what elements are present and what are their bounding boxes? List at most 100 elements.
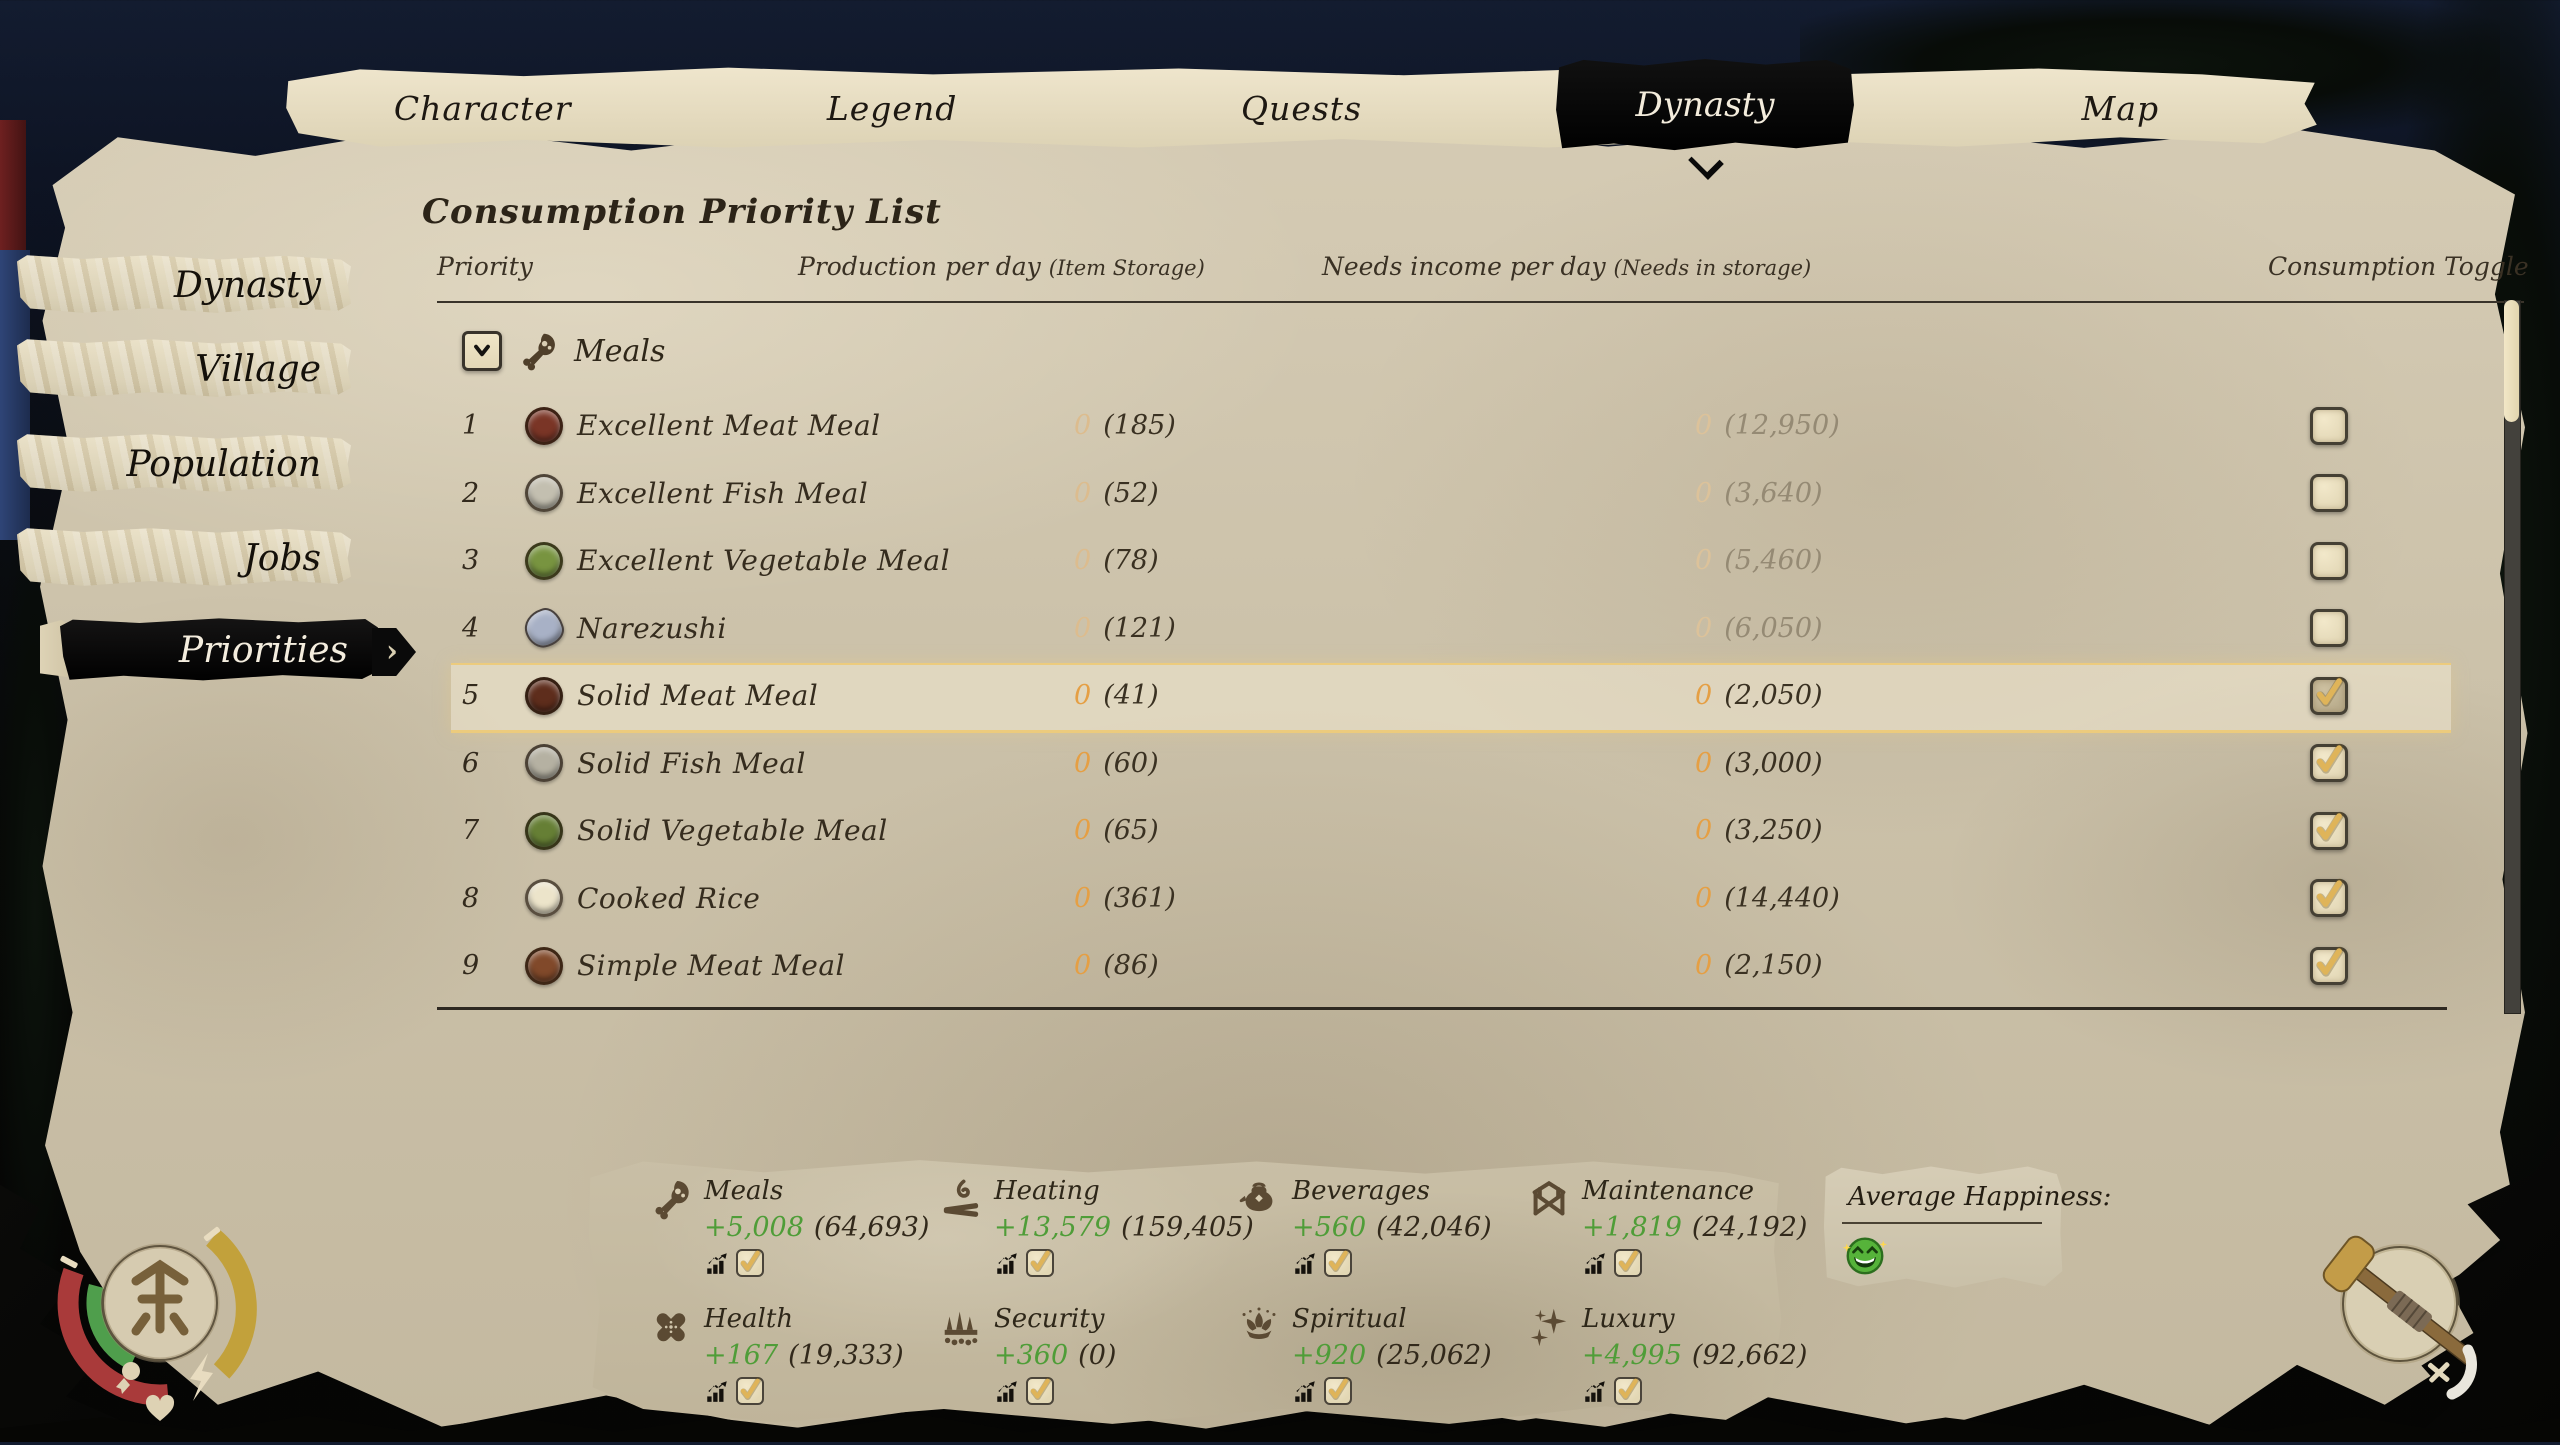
priority-number: 8 <box>462 882 480 914</box>
priority-number: 9 <box>462 950 480 982</box>
happiness-divider <box>1842 1222 2042 1224</box>
needs-value: 0 (3,000) <box>1695 747 1823 779</box>
table-row-5-selected[interactable]: 5 Solid Meat Meal 0 (41) 0 (2,050) <box>437 662 2527 733</box>
stat-storage: (159,405) <box>1121 1212 1254 1243</box>
consumption-checkbox[interactable] <box>2310 879 2348 918</box>
sidebar-item-priorities[interactable]: Priorities <box>60 618 378 681</box>
trend-chart-icon <box>704 1378 730 1404</box>
top-tab-bar: Character Legend Quests Map <box>286 67 2317 148</box>
consumption-checkbox[interactable] <box>2310 406 2348 445</box>
consumption-checkbox[interactable] <box>2310 812 2348 850</box>
scrollbar-thumb[interactable] <box>2504 300 2519 422</box>
stat-toggle-checkbox[interactable] <box>1324 1249 1352 1277</box>
table-row-3[interactable]: 3 Excellent Vegetable Meal 0 (78) 0 (5,460… <box>437 527 2527 595</box>
trend-chart-icon <box>994 1378 1020 1404</box>
stat-income: +13,579 <box>994 1212 1112 1243</box>
needs-value: 0 (2,150) <box>1695 950 1823 982</box>
priority-number: 7 <box>462 815 480 847</box>
item-icon-cooked-rice <box>525 865 563 933</box>
consumption-checkbox[interactable] <box>2310 609 2348 648</box>
production-value: 0 (41) <box>1074 680 1159 712</box>
priority-list: 1 Excellent Meat Meal 0 (185) 0 (12,950) 2… <box>437 392 2527 1000</box>
sidebar-item-village[interactable]: Village <box>17 339 351 397</box>
priority-number: 4 <box>462 612 480 644</box>
stat-toggle-checkbox[interactable] <box>1324 1377 1352 1405</box>
stat-label: Beverages <box>1292 1176 1430 1206</box>
dynasty-crest-hud[interactable] <box>10 1225 310 1445</box>
tab-legend[interactable]: Legend <box>826 88 958 128</box>
priority-number: 1 <box>462 410 480 442</box>
sidebar-item-dynasty[interactable]: Dynasty <box>17 255 351 313</box>
table-row-2[interactable]: 2 Excellent Fish Meal 0 (52) 0 (3,640) <box>437 460 2527 528</box>
stat-income: +5,008 <box>704 1212 804 1243</box>
meat-leg-icon <box>648 1176 694 1222</box>
consumption-checkbox[interactable] <box>2310 474 2348 513</box>
item-icon-solid-meat-meal <box>525 662 563 730</box>
priority-number: 6 <box>462 747 480 779</box>
stat-storage: (25,062) <box>1376 1340 1492 1371</box>
health-heart-icon <box>145 1394 175 1421</box>
stat-toggle-checkbox[interactable] <box>1614 1249 1642 1277</box>
item-icon-excellent-vegetable-meal <box>525 527 563 595</box>
list-bottom-divider <box>437 1007 2447 1010</box>
production-header-label: Production per day <box>798 252 1041 281</box>
collapse-group-button[interactable] <box>462 331 502 371</box>
consumption-checkbox[interactable] <box>2310 541 2348 580</box>
happiness-emoji-icon <box>1842 1237 1888 1275</box>
stat-income: +560 <box>1292 1212 1367 1243</box>
table-row-8[interactable]: 8 Cooked Rice 0 (361) 0 (14,440) <box>437 865 2527 933</box>
needs-value: 0 (5,460) <box>1695 545 1823 577</box>
crest-glyph-icon <box>131 1259 189 1336</box>
group-row-meals: Meals <box>437 322 1637 380</box>
sidebar-item-jobs[interactable]: Jobs <box>17 528 351 586</box>
priority-number: 3 <box>462 545 480 577</box>
campfire-icon <box>938 1176 984 1222</box>
trend-chart-icon <box>1292 1250 1318 1276</box>
column-header-production: Production per day (Item Storage) <box>798 252 1205 281</box>
item-icon-solid-fish-meal <box>525 730 563 798</box>
item-icon-excellent-meat-meal <box>525 392 563 460</box>
stat-income: +360 <box>994 1340 1069 1371</box>
stat-toggle-checkbox[interactable] <box>1614 1377 1642 1405</box>
table-row-1[interactable]: 1 Excellent Meat Meal 0 (185) 0 (12,950) <box>437 392 2527 460</box>
consumption-checkbox[interactable] <box>2310 947 2348 985</box>
column-header-toggle: Consumption Toggle <box>2268 252 2529 281</box>
needs-value: 0 (14,440) <box>1695 882 1840 914</box>
meat-leg-icon <box>516 329 560 373</box>
priority-number: 2 <box>462 477 480 509</box>
table-row-7[interactable]: 7 Solid Vegetable Meal 0 (65) 0 (3,250) <box>437 797 2527 865</box>
table-row-4[interactable]: 4 Narezushi 0 (121) 0 (6,050) <box>437 595 2527 663</box>
production-value: 0 (65) <box>1074 815 1159 847</box>
consumption-checkbox[interactable] <box>2310 744 2348 783</box>
item-name: Cooked Rice <box>577 881 761 915</box>
stat-label: Meals <box>704 1176 784 1206</box>
sidebar-item-population[interactable]: Population <box>17 434 351 492</box>
average-happiness-label: Average Happiness: <box>1848 1182 2112 1212</box>
production-value: 0 (52) <box>1074 477 1159 509</box>
tab-quests[interactable]: Quests <box>1241 88 1362 128</box>
item-name: Solid Meat Meal <box>577 679 819 713</box>
trend-chart-icon <box>1582 1378 1608 1404</box>
tab-character[interactable]: Character <box>393 88 572 128</box>
palisade-icon <box>938 1304 984 1350</box>
table-row-9[interactable]: 9 Simple Meat Meal 0 (86) 0 (2,150) <box>437 932 2527 1000</box>
stat-income: +4,995 <box>1582 1340 1682 1371</box>
needs-value: 0 (3,250) <box>1695 815 1823 847</box>
consumption-checkbox[interactable] <box>2310 677 2348 715</box>
stat-income: +920 <box>1292 1340 1367 1371</box>
stat-toggle-checkbox[interactable] <box>1026 1249 1054 1277</box>
stat-toggle-checkbox[interactable] <box>1026 1377 1054 1405</box>
lotus-icon <box>1236 1304 1282 1350</box>
item-name: Solid Vegetable Meal <box>577 814 888 848</box>
table-row-6[interactable]: 6 Solid Fish Meal 0 (60) 0 (3,000) <box>437 730 2527 798</box>
tab-dynasty[interactable]: Dynasty <box>1556 58 1854 151</box>
needs-value: 0 (3,640) <box>1695 477 1823 509</box>
tab-map[interactable]: Map <box>2081 88 2160 128</box>
build-tool-hud[interactable] <box>2300 1232 2560 1440</box>
stat-toggle-checkbox[interactable] <box>736 1377 764 1405</box>
needs-value: 0 (2,050) <box>1695 680 1823 712</box>
stat-label: Security <box>994 1304 1105 1334</box>
stat-toggle-checkbox[interactable] <box>736 1249 764 1277</box>
item-icon-narezushi <box>520 595 568 663</box>
scaffold-icon <box>1526 1176 1572 1222</box>
